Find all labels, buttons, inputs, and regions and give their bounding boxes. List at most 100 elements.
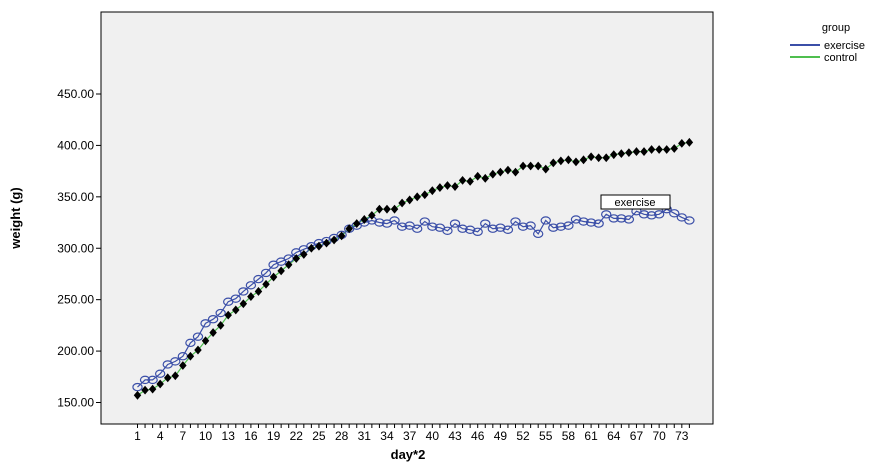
data-point-control	[133, 390, 142, 400]
x-tick-label: 43	[448, 429, 462, 443]
x-tick-label: 46	[471, 429, 485, 443]
data-point-exercise	[457, 224, 468, 233]
data-point-exercise	[472, 227, 483, 236]
data-point-exercise	[555, 222, 567, 231]
data-point-exercise	[207, 315, 219, 324]
x-tick-label: 58	[562, 429, 576, 443]
data-point-exercise	[230, 294, 241, 303]
data-point-exercise	[502, 225, 514, 234]
data-point-control	[247, 292, 255, 301]
data-point-exercise	[653, 210, 665, 219]
x-tick-label: 25	[312, 429, 326, 443]
annotation-box	[600, 194, 671, 210]
y-tick-label: 400.00	[57, 138, 94, 152]
x-tick-label: 31	[358, 429, 372, 443]
data-point-control	[594, 153, 603, 163]
x-tick-label: 7	[180, 429, 187, 443]
data-point-exercise	[464, 225, 476, 234]
data-point-exercise	[253, 274, 264, 284]
data-point-control	[405, 195, 414, 205]
data-point-exercise	[449, 219, 461, 228]
data-point-control	[171, 371, 180, 381]
x-tick-label: 28	[335, 429, 349, 443]
data-point-exercise	[374, 218, 385, 227]
data-point-exercise	[593, 219, 604, 228]
y-tick-label: 250.00	[57, 293, 94, 307]
data-point-control	[602, 153, 610, 163]
data-point-control	[330, 235, 338, 245]
data-point-control	[625, 148, 633, 158]
data-point-control	[655, 145, 663, 154]
data-point-control	[360, 215, 369, 224]
data-point-exercise	[570, 215, 582, 224]
annotation-text: exercise	[615, 197, 656, 209]
x-tick-label: 1	[134, 429, 141, 443]
data-point-exercise	[623, 215, 635, 224]
data-point-control	[345, 224, 353, 234]
x-tick-label: 52	[516, 429, 530, 443]
x-tick-label: 73	[675, 429, 689, 443]
data-point-control	[141, 385, 149, 395]
y-tick-label: 350.00	[57, 190, 94, 204]
data-point-control	[194, 345, 202, 355]
data-point-control	[587, 152, 595, 162]
data-point-exercise	[495, 223, 506, 232]
data-point-control	[549, 158, 558, 168]
data-point-exercise	[132, 382, 143, 392]
data-point-control	[277, 266, 285, 276]
data-point-control	[436, 183, 444, 192]
data-point-control	[398, 198, 406, 208]
data-point-exercise	[192, 332, 204, 341]
data-point-exercise	[585, 218, 597, 227]
x-tick-label: 70	[652, 429, 666, 443]
data-point-control	[353, 219, 361, 228]
legend-title: group	[822, 22, 850, 34]
data-point-control	[383, 204, 391, 214]
data-point-control	[375, 204, 384, 214]
data-point-control	[632, 147, 641, 156]
data-point-exercise	[480, 219, 491, 228]
data-point-control	[685, 137, 694, 147]
data-point-exercise	[147, 375, 158, 385]
data-point-exercise	[215, 308, 226, 318]
data-point-control	[390, 204, 399, 214]
y-tick-label: 200.00	[57, 344, 94, 358]
y-axis: 150.00 200.00 250.00 300.00 350.00 400.00 450.…	[57, 87, 101, 410]
data-point-control	[542, 164, 550, 174]
data-point-control	[413, 192, 421, 202]
x-tick-label: 34	[380, 429, 394, 443]
data-point-control	[421, 190, 429, 200]
data-point-exercise	[510, 217, 521, 226]
data-point-exercise	[185, 338, 196, 348]
data-point-control	[481, 173, 489, 183]
y-axis-label: weight (g)	[8, 187, 23, 249]
x-axis: 1 4 7 10 13 16 19 22 25 28 31 34 37 40 43 46 49 52 55 58 61 6…	[134, 424, 690, 443]
x-tick-label: 67	[630, 429, 644, 443]
data-point-exercise	[154, 369, 166, 378]
data-point-control	[526, 161, 535, 171]
x-axis-label: day*2	[391, 447, 426, 462]
data-point-exercise	[442, 226, 453, 235]
data-point-exercise	[638, 210, 650, 219]
data-point-exercise	[389, 216, 400, 225]
data-point-control	[269, 272, 278, 282]
x-tick-label: 55	[539, 429, 553, 443]
data-point-exercise	[601, 210, 612, 219]
x-tick-label: 13	[222, 429, 236, 443]
data-point-control	[232, 305, 240, 315]
data-point-exercise	[646, 211, 657, 220]
x-tick-label: 16	[244, 429, 258, 443]
data-point-control	[428, 186, 437, 196]
data-point-control	[519, 161, 527, 171]
x-tick-label: 49	[494, 429, 508, 443]
data-point-control	[504, 165, 512, 175]
y-tick-label: 450.00	[57, 87, 94, 101]
data-point-control	[511, 167, 520, 177]
data-point-control	[224, 310, 232, 320]
data-point-control	[662, 145, 671, 154]
x-tick-label: 61	[584, 429, 598, 443]
data-point-control	[284, 260, 293, 270]
data-point-control	[564, 155, 573, 165]
data-point-exercise	[200, 319, 211, 328]
data-point-exercise	[532, 229, 544, 239]
